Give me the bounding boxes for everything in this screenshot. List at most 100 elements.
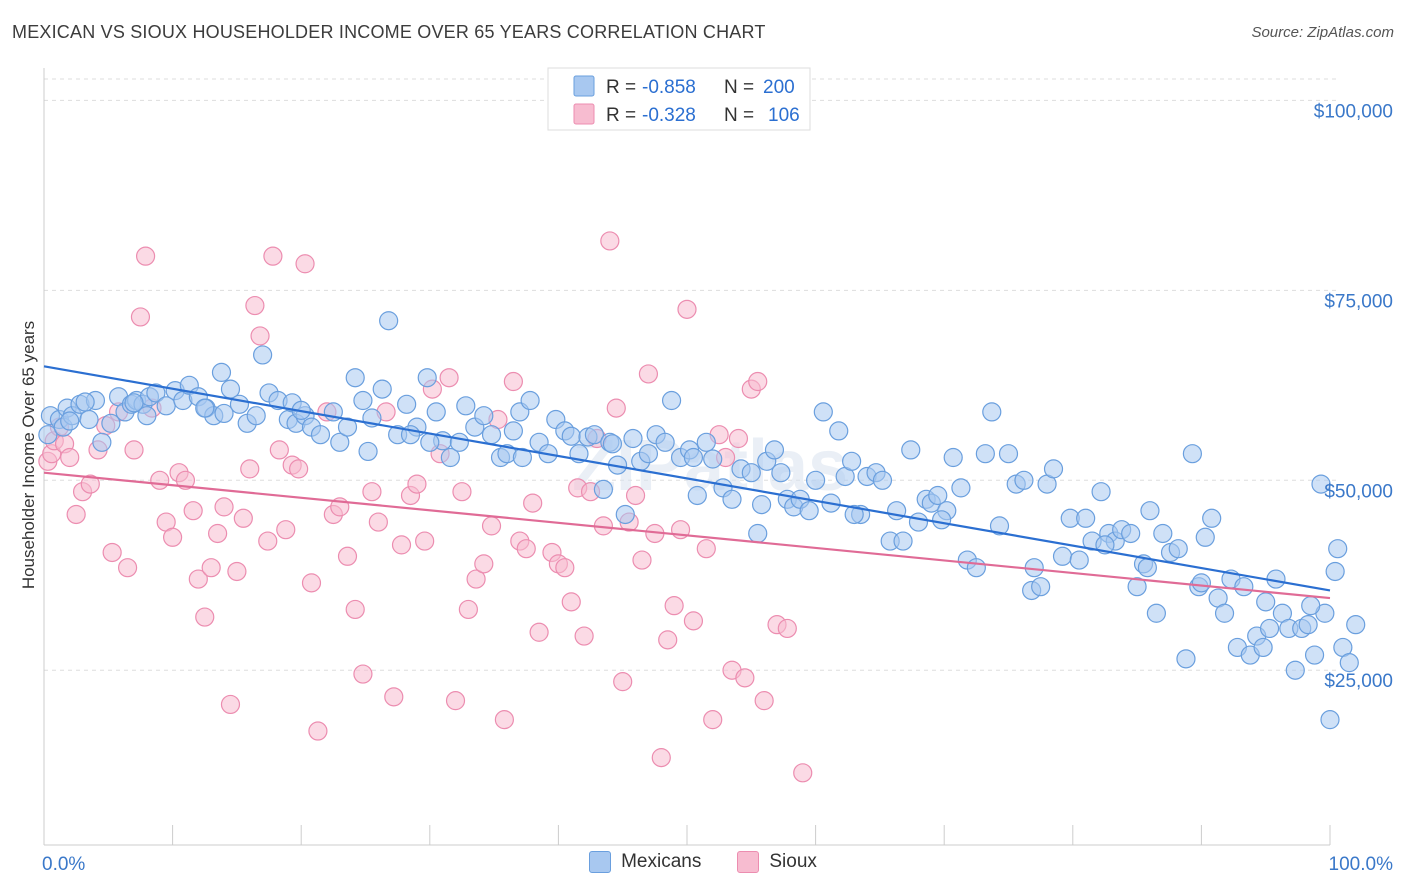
sioux-point-11: [102, 542, 122, 563]
mexicans-point-60: [503, 421, 523, 441]
mexicans-point-128: [1031, 577, 1051, 597]
mexicans-point-145: [1153, 523, 1173, 544]
mexicans-point-172: [1325, 561, 1345, 582]
sioux-point-77: [561, 592, 581, 612]
sioux-point-108: [777, 618, 797, 639]
mexicans-point-122: [982, 402, 1002, 422]
sioux-point-37: [269, 440, 289, 460]
sioux-point-36: [263, 246, 283, 266]
legend-item-sioux[interactable]: Sioux: [737, 851, 817, 873]
sioux-point-102: [728, 428, 749, 449]
mexicans-point-56: [474, 406, 494, 426]
legend-r-value-2: -0.328: [642, 105, 696, 126]
mexicans-point-178: [124, 393, 144, 413]
sioux-point-51: [368, 512, 388, 532]
sioux-point-60: [439, 368, 459, 388]
sioux-trend-line: [43, 471, 1331, 600]
mexicans-point-147: [1168, 539, 1188, 559]
sioux-point-68: [494, 710, 514, 730]
mexicans-point-143: [1140, 501, 1160, 521]
mexicans-point-131: [1052, 546, 1073, 566]
mexicans-point-175: [1339, 653, 1359, 673]
mexicans-point-197: [214, 403, 234, 424]
sioux-point-41: [295, 254, 315, 274]
sioux-point-93: [664, 596, 684, 616]
sioux-point-97: [696, 539, 716, 559]
sioux-point-13: [117, 558, 138, 578]
sioux-point-84: [606, 398, 626, 418]
mexicans-point-84: [696, 432, 716, 452]
mexicans-point-103: [842, 451, 862, 471]
mexicans-point-77: [638, 444, 659, 464]
mexicans-point-141: [1127, 577, 1147, 597]
sioux-point-64: [466, 569, 486, 589]
mexicans-point-184: [602, 434, 623, 454]
mexicans-point-67: [561, 426, 581, 446]
legend-r-value-1: -0.858: [642, 77, 696, 98]
sioux-swatch: [737, 851, 760, 873]
legend-box: R = -0.858 N = 200 R = -0.328 N = 106: [547, 67, 811, 131]
sioux-point-29: [220, 694, 241, 715]
sioux-point-66: [481, 516, 502, 536]
mexicans-point-117: [943, 447, 963, 468]
mexicans-point-47: [397, 394, 417, 414]
mexicans-point-83: [687, 485, 707, 506]
y-tick-label-3: $100,000: [1314, 101, 1393, 122]
mexicans-point-195: [75, 392, 95, 412]
sioux-point-5: [60, 447, 80, 468]
sioux-point-33: [245, 295, 265, 316]
mexicans-point-97: [799, 501, 819, 521]
mexicans-point-79: [655, 432, 675, 452]
mexicans-point-165: [1285, 660, 1305, 680]
y-tick-label-0: $25,000: [1324, 671, 1393, 692]
mexicans-point-17: [146, 383, 166, 403]
sioux-points: [38, 231, 813, 783]
mexicans-point-144: [1146, 603, 1166, 623]
mexicans-point-191: [1137, 558, 1157, 578]
sioux-point-103: [735, 668, 755, 688]
trend-lines: [43, 365, 1331, 600]
mexicans-point-53: [449, 432, 469, 452]
mexicans-point-54: [456, 396, 476, 416]
chart-title: MEXICAN VS SIOUX HOUSEHOLDER INCOME OVER…: [12, 22, 766, 42]
sioux-point-106: [754, 691, 774, 711]
mexicans-point-152: [1202, 508, 1222, 528]
sioux-point-54: [391, 535, 412, 555]
mexicans-point-130: [1043, 459, 1064, 479]
mexicans-point-52: [440, 447, 460, 468]
sioux-point-28: [214, 497, 234, 517]
mexicans-point-187: [844, 504, 864, 525]
sioux-point-16: [135, 246, 156, 266]
sioux-point-83: [600, 231, 620, 251]
sioux-point-53: [384, 687, 404, 707]
x-tick-labels: 0.0% 100.0%: [42, 854, 1393, 875]
mexicans-point-160: [1253, 637, 1273, 658]
mexicans-point-192: [1191, 573, 1212, 593]
legend-r-label-2: R =: [606, 105, 636, 126]
x-tick-label-0: 0.0%: [42, 854, 85, 875]
mexicans-point-176: [1346, 615, 1366, 635]
mexicans-point-171: [1320, 710, 1340, 730]
x-tick-label-1: 100.0%: [1329, 854, 1394, 875]
sioux-point-63: [458, 599, 478, 620]
mexicans-point-118: [951, 478, 971, 498]
mexicans-point-157: [1234, 577, 1254, 597]
mexicans-point-45: [379, 311, 399, 331]
sioux-point-34: [250, 326, 270, 346]
mexicans-point-182: [420, 432, 440, 452]
legend-label-sioux: Sioux: [769, 851, 817, 872]
sioux-point-57: [415, 531, 435, 551]
legend-n-value-1: 200: [763, 77, 795, 98]
mexicans-point-149: [1182, 444, 1202, 464]
sioux-point-24: [188, 569, 208, 589]
y-axis-label: Householder Income Over 65 years: [19, 321, 38, 589]
legend-item-mexicans[interactable]: Mexicans: [589, 851, 701, 873]
sioux-point-35: [258, 531, 278, 551]
mexicans-point-177: [60, 411, 80, 431]
legend-n-value-2: 106: [768, 105, 800, 126]
sioux-point-56: [407, 474, 427, 494]
sioux-point-79: [574, 626, 594, 646]
mexicans-point-44: [372, 379, 392, 399]
legend-swatch-sioux: [573, 103, 595, 125]
